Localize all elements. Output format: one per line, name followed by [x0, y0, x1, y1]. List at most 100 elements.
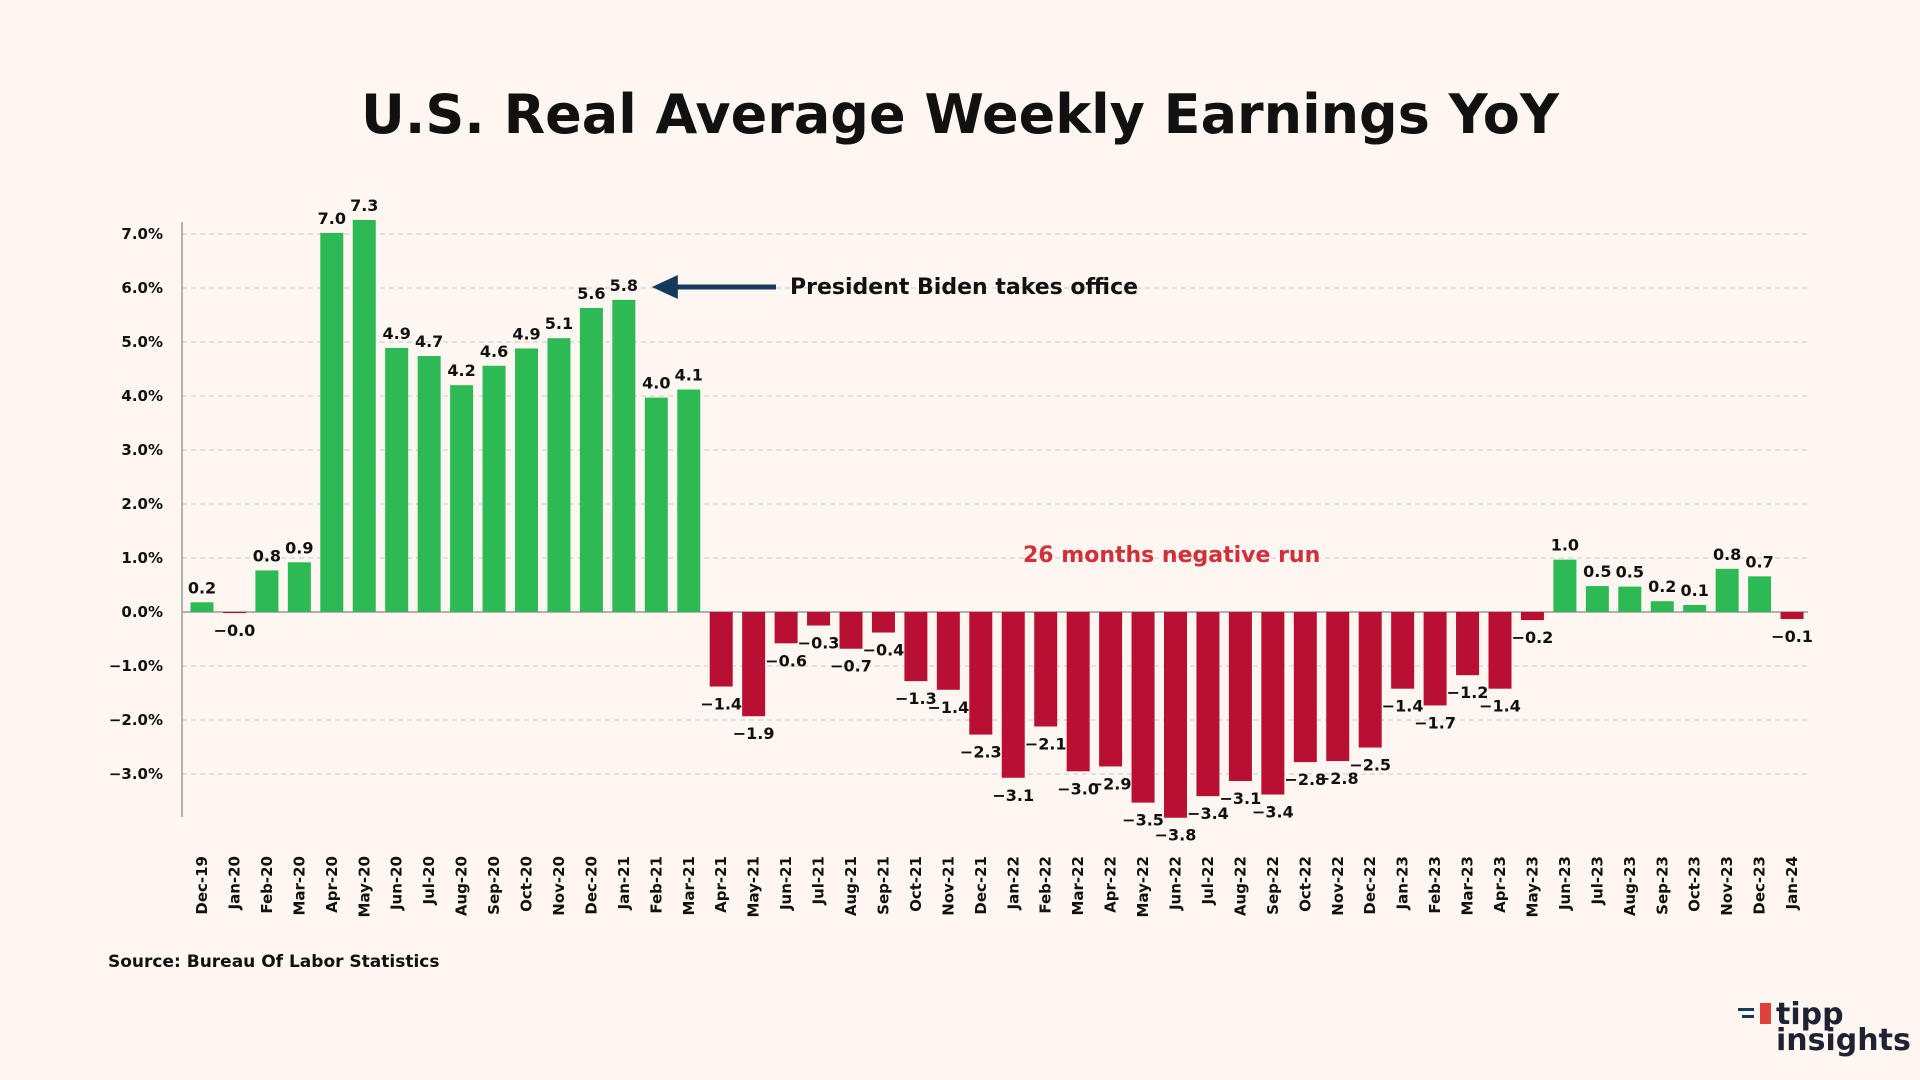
x-tick-label: Apr-21	[712, 856, 730, 913]
bar-Jul-23	[1585, 586, 1609, 612]
x-tick-label: Dec-23	[1751, 856, 1769, 915]
x-tick-label: Jan-24	[1783, 856, 1801, 910]
negative-run-annotation: 26 months negative run	[1023, 543, 1320, 568]
source-note: Source: Bureau Of Labor Statistics	[108, 952, 439, 972]
x-tick-label: Jul-23	[1588, 856, 1606, 906]
tipp-insights-logo: tipp insights	[1738, 997, 1911, 1058]
bar-Aug-22	[1228, 612, 1252, 782]
data-label: 4.2	[447, 361, 475, 380]
bar-Nov-22	[1326, 612, 1350, 762]
x-tick-label: May-22	[1134, 856, 1152, 917]
x-tick-label: Jul-21	[810, 856, 828, 906]
x-tick-label: Jan-23	[1394, 856, 1412, 910]
data-label: 5.6	[577, 284, 605, 303]
data-label: 0.2	[188, 578, 216, 597]
bar-Jan-23	[1391, 612, 1415, 689]
y-tick-label: −3.0%	[109, 765, 163, 783]
bar-Nov-21	[936, 612, 960, 690]
x-tick-label: May-21	[745, 856, 763, 917]
data-label: −1.4	[1479, 697, 1521, 716]
x-tick-label: Nov-23	[1718, 856, 1736, 916]
data-label: 0.8	[1713, 545, 1741, 564]
x-tick-label: Sep-22	[1264, 856, 1282, 915]
data-labels: 0.2−0.00.8 0.97.07.34.9 4.74.24.64.95.15.6…	[188, 196, 1813, 845]
data-label: −2.8	[1284, 770, 1326, 789]
x-tick-label: Apr-23	[1491, 856, 1509, 913]
data-label: 7.0	[318, 209, 346, 228]
x-tick-label: Mar-20	[290, 856, 308, 916]
data-label: −2.5	[1349, 756, 1391, 775]
data-label: 5.1	[545, 314, 573, 333]
bar-Jan-22	[1001, 612, 1025, 778]
x-tick-label: Mar-23	[1459, 856, 1477, 916]
x-tick-label: Nov-21	[939, 856, 957, 916]
data-label: 0.5	[1616, 563, 1644, 582]
bar-Sep-23	[1650, 601, 1674, 612]
data-label: 0.7	[1745, 552, 1773, 571]
data-label: −0.1	[1771, 627, 1813, 646]
bar-Jul-21	[807, 612, 831, 626]
bar-May-23	[1520, 612, 1544, 621]
data-label: 4.7	[415, 332, 443, 351]
bar-Aug-21	[839, 612, 863, 649]
y-tick-label: 4.0%	[121, 387, 163, 405]
bar-Mar-20	[287, 562, 311, 612]
data-label: −3.4	[1187, 804, 1229, 823]
logo-accent-block	[1760, 1003, 1771, 1024]
bar-May-22	[1131, 612, 1155, 803]
bar-Jun-22	[1164, 612, 1187, 818]
data-label: −0.7	[830, 657, 872, 676]
x-tick-label: Nov-20	[550, 856, 568, 916]
bar-Feb-20	[255, 570, 279, 612]
x-tick-label: Oct-21	[907, 856, 925, 912]
logo-stripe	[1738, 1008, 1754, 1011]
bar-Jun-21	[774, 612, 798, 644]
data-label: 7.3	[350, 196, 378, 215]
data-label: −1.9	[733, 724, 775, 743]
data-label: −0.4	[863, 641, 905, 660]
x-tick-label: Apr-22	[1102, 856, 1120, 913]
data-label: −1.3	[895, 689, 937, 708]
bar-Jun-23	[1553, 559, 1577, 612]
data-label: −1.2	[1447, 683, 1489, 702]
data-label: −2.9	[1090, 774, 1132, 793]
x-tick-label: Apr-20	[323, 856, 341, 913]
y-axis-ticks: 7.0% 6.0% 5.0% 4.0% 3.0% 2.0% 1.0% 0.0% −1.0% −2.…	[109, 225, 163, 783]
data-label: 5.8	[610, 276, 638, 295]
bar-Apr-21	[709, 612, 733, 687]
bar-Dec-20	[579, 307, 603, 612]
bar-Dec-19	[190, 602, 214, 612]
x-tick-label: May-23	[1523, 856, 1541, 917]
y-tick-label: −1.0%	[109, 657, 163, 675]
y-tick-label: 1.0%	[121, 549, 163, 567]
data-label: 0.2	[1648, 577, 1676, 596]
bar-Nov-20	[547, 338, 571, 612]
data-label: −2.3	[960, 743, 1002, 762]
data-label: 0.9	[285, 538, 313, 557]
data-label: 4.0	[642, 374, 670, 393]
bar-Jan-20	[222, 612, 246, 614]
chart-title: U.S. Real Average Weekly Earnings YoY	[361, 83, 1560, 146]
x-axis-categories: Dec-19 Jan-20 Feb-20 Mar-20 Apr-20 May-20 Jun-…	[193, 856, 1801, 917]
data-label: −2.8	[1317, 769, 1359, 788]
x-tick-label: Sep-23	[1653, 856, 1671, 915]
data-label: −1.4	[700, 695, 742, 714]
y-tick-label: 3.0%	[121, 441, 163, 459]
x-tick-label: Nov-22	[1329, 856, 1347, 916]
x-tick-label: Aug-21	[842, 856, 860, 916]
bar-Sep-21	[871, 612, 895, 633]
data-label: −3.5	[1122, 811, 1164, 830]
bar-Sep-20	[482, 365, 506, 612]
y-tick-label: 6.0%	[121, 279, 163, 297]
bars	[190, 219, 1804, 818]
x-tick-label: Feb-22	[1037, 856, 1055, 914]
data-label: 4.1	[675, 366, 703, 385]
bar-Mar-21	[677, 389, 701, 612]
x-tick-label: Sep-20	[485, 856, 503, 915]
bar-Apr-23	[1488, 612, 1512, 689]
data-label: 4.9	[512, 324, 540, 343]
x-tick-label: May-20	[355, 856, 373, 917]
x-tick-label: Feb-23	[1426, 856, 1444, 914]
x-tick-label: Jun-23	[1556, 856, 1574, 911]
x-tick-label: Oct-23	[1686, 856, 1704, 912]
